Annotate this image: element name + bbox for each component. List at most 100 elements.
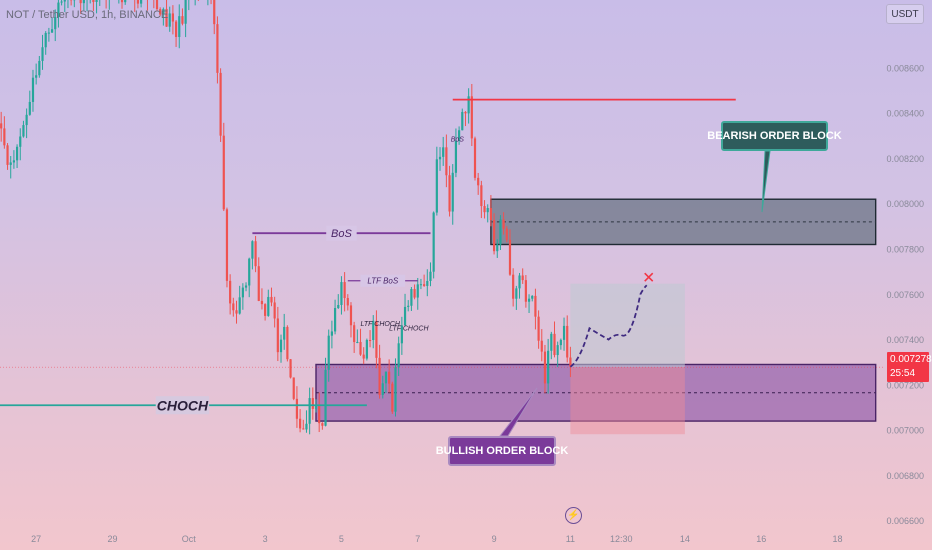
candle [235, 300, 238, 324]
candle-body [527, 298, 531, 302]
candle [365, 338, 368, 361]
candle-body [362, 354, 365, 359]
time-tick-label: 7 [415, 534, 420, 544]
candle [527, 294, 531, 314]
candle [9, 155, 12, 179]
candle [492, 213, 496, 255]
candle-body [279, 339, 283, 353]
candle-body [423, 284, 426, 286]
candle-body [512, 274, 515, 299]
candle [512, 268, 515, 307]
candle-body [260, 300, 264, 305]
candle-body [492, 220, 496, 252]
candle-body [416, 284, 419, 298]
price-tick-label: 0.007600 [886, 290, 924, 300]
candle-body [368, 339, 372, 341]
candle [251, 240, 254, 270]
candle [531, 295, 534, 302]
candle [63, 0, 66, 13]
candle-body [35, 75, 38, 78]
candle-body [213, 0, 216, 25]
candle [232, 297, 235, 317]
bearish-order-block-note[interactable]: BEARISH ORDER BLOCK [707, 121, 842, 151]
candle [146, 0, 148, 11]
candle [534, 288, 537, 330]
candle [419, 278, 423, 290]
candle-body [314, 404, 318, 409]
candle [346, 294, 349, 311]
candle-body [346, 298, 349, 306]
candle [187, 0, 190, 11]
projection-path [569, 284, 648, 368]
candle [496, 239, 499, 258]
candle-body [162, 8, 165, 15]
structure-label: BoS [331, 228, 352, 240]
candlestick-series [0, 0, 572, 435]
candle [35, 63, 38, 85]
candle-body [12, 160, 15, 163]
candle [41, 34, 44, 70]
price-tick-label: 0.007000 [886, 426, 924, 436]
time-axis[interactable]: 27 29 Oct 3 5 7 9 11 12:30 14 16 18 [31, 534, 842, 544]
candle-body [508, 239, 512, 275]
candle-body [178, 16, 181, 37]
candle [225, 207, 229, 288]
candle [270, 287, 273, 307]
candle-body [410, 289, 413, 306]
candle-body [426, 280, 429, 286]
candle [264, 303, 267, 321]
bullish-order-block-note[interactable]: BULLISH ORDER BLOCK [436, 436, 568, 466]
candle [136, 0, 140, 9]
candle-body [124, 0, 127, 3]
candle-body [473, 138, 477, 178]
candle [50, 17, 54, 33]
symbol-title[interactable]: NOT / Tether USD, 1h, BINANCE [6, 9, 169, 21]
position-target-area [570, 283, 685, 368]
candle [438, 147, 442, 171]
candle-body [54, 17, 57, 30]
candle-body [181, 16, 184, 24]
candle-body [321, 423, 324, 426]
candle-body [400, 325, 403, 344]
candle-body [63, 0, 66, 2]
candle [562, 317, 566, 351]
candle [559, 338, 562, 350]
candle [194, 0, 196, 6]
price-axis[interactable]: 0.008600 0.008400 0.008200 0.008000 0.007800… [886, 63, 924, 526]
lightning-icon[interactable]: ⚡ [565, 507, 582, 524]
candle [480, 180, 483, 219]
candle [407, 300, 410, 312]
candle-body [531, 295, 534, 299]
candle [299, 409, 302, 433]
candle-body [559, 339, 562, 346]
ltf-choch-label: LTF CHOCH [389, 326, 429, 333]
candle [547, 338, 550, 394]
candle-body [229, 280, 232, 304]
candle-body [397, 343, 400, 368]
candle [12, 150, 15, 169]
candle [362, 347, 365, 365]
candle [566, 315, 569, 363]
candle [181, 8, 184, 26]
candle [241, 283, 244, 310]
currency-button[interactable]: USDT [886, 4, 924, 24]
candle [486, 204, 489, 223]
candle [295, 386, 299, 428]
time-tick-label: 12:30 [610, 534, 633, 544]
candle-body [394, 367, 397, 412]
candle-body [467, 96, 470, 114]
candle [168, 6, 171, 32]
candle [337, 294, 340, 309]
candle [124, 0, 127, 5]
candle [153, 0, 155, 9]
candle [388, 359, 391, 393]
candle [89, 0, 91, 4]
candle-body [9, 162, 12, 165]
candle-body [505, 228, 508, 240]
candle [454, 128, 458, 178]
time-tick-label: 11 [566, 534, 575, 544]
candle-body [311, 398, 314, 409]
candle [25, 108, 28, 139]
candle [286, 325, 289, 362]
